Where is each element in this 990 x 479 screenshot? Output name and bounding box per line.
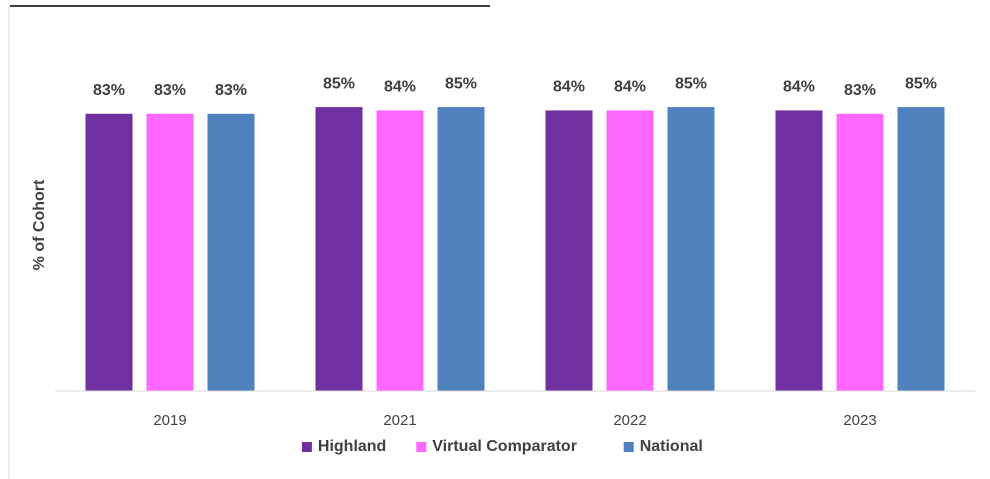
bar: [207, 113, 255, 391]
legend-swatch: [416, 442, 427, 452]
x-tick-label: 2021: [383, 412, 416, 429]
bar: [606, 110, 654, 391]
bar: [85, 113, 133, 391]
data-label: 85%: [445, 75, 477, 92]
bar: [836, 113, 884, 391]
data-label: 83%: [93, 82, 125, 99]
legend-label: National: [640, 438, 703, 455]
data-label: 84%: [384, 79, 416, 96]
bar: [775, 110, 823, 391]
legend-swatch: [623, 442, 634, 452]
bar: [667, 107, 715, 391]
bar: [315, 107, 363, 391]
x-tick-label: 2023: [843, 412, 876, 429]
x-tick-label: 2022: [613, 412, 646, 429]
bar: [545, 110, 593, 391]
x-tick-label: 2019: [153, 412, 186, 429]
bar: [897, 107, 945, 391]
data-label: 83%: [215, 82, 247, 99]
data-label: 84%: [553, 79, 585, 96]
legend-swatch: [301, 442, 312, 452]
data-label: 85%: [675, 75, 707, 92]
bar: [146, 113, 194, 391]
data-label: 83%: [154, 82, 186, 99]
data-label: 84%: [783, 79, 815, 96]
legend-label: Virtual Comparator: [432, 438, 577, 455]
legend-label: Highland: [318, 438, 386, 455]
y-axis-label: % of Cohort: [31, 179, 48, 270]
data-label: 84%: [614, 79, 646, 96]
data-label: 85%: [905, 75, 937, 92]
bar: [437, 107, 485, 391]
bar: [376, 110, 424, 391]
data-label: 83%: [844, 82, 876, 99]
data-label: 85%: [323, 75, 355, 92]
